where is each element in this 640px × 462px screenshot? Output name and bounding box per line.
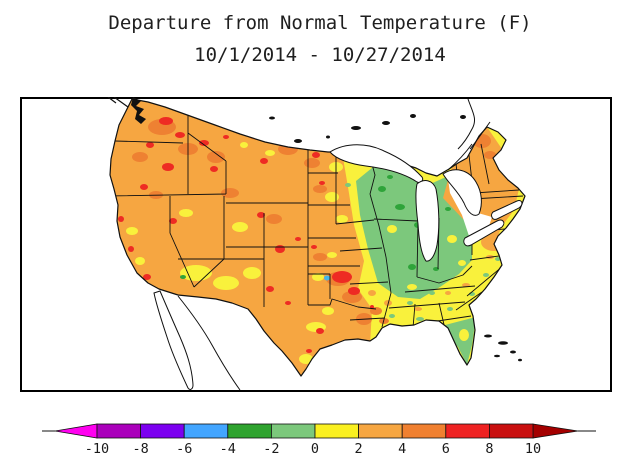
colorbar-segment: [270, 423, 316, 439]
lake-erie: [463, 219, 505, 247]
florida-cool-zone: [445, 317, 476, 365]
us-anomaly-map: [20, 97, 612, 392]
colorbar-tick-label: 2: [355, 441, 363, 457]
mexico-mainland-coast: [177, 295, 241, 391]
colorbar-tick-label: -4: [220, 441, 236, 457]
colorbar-segment: [445, 423, 490, 439]
colorbar-tick-label: -8: [132, 441, 148, 457]
puget-sound: [131, 97, 146, 124]
colorbar-segment: [314, 423, 359, 439]
southeast-orange-spots: [368, 255, 494, 311]
colorbar-segment: [140, 423, 185, 439]
colorbar-left-arrow: [54, 423, 98, 439]
lake-michigan: [415, 180, 440, 262]
lake-huron: [442, 169, 482, 216]
colorbar-tick-label: 0: [311, 441, 319, 457]
colorbar-segment: [183, 423, 229, 439]
colorbar-segment: [96, 423, 141, 439]
non-us-coastlines: [107, 97, 522, 391]
colorbar: -10 -8 -6 -4 -2 0 2 4 6 8 10: [42, 423, 596, 457]
west-warm-zone: [110, 99, 372, 376]
colorbar-tick-label: 6: [442, 441, 450, 457]
vancouver-island: [107, 97, 129, 108]
zeroto2-patches: [126, 142, 469, 364]
colorbar-segment: [358, 423, 403, 439]
colorbar-tick-label: 4: [398, 441, 406, 457]
state-borders: [110, 109, 524, 330]
colorbar-tick-label: 10: [525, 441, 541, 457]
baja-california: [153, 290, 194, 390]
chart-title: Departure from Normal Temperature (F): [108, 12, 532, 34]
colorbar-tick-label: 8: [485, 441, 493, 457]
colorbar-tick-label: -10: [85, 441, 109, 457]
great-lakes: [329, 144, 523, 262]
canadian-lakes: [269, 114, 466, 143]
colorbar-tick-label: -6: [176, 441, 192, 457]
colorbar-right-arrow: [532, 423, 579, 439]
chart-subtitle-dates: 10/1/2014 - 10/27/2014: [194, 44, 446, 66]
cool-blue-dot: [324, 275, 330, 281]
bahamas-islands: [484, 334, 522, 362]
st-lawrence-river: [447, 98, 491, 171]
colorbar-segment: [401, 423, 447, 439]
colorbar-segment: [488, 423, 534, 439]
colorbar-segment: [227, 423, 272, 439]
midwest-cool-zone: [356, 163, 472, 299]
lake-ontario: [491, 200, 523, 220]
colorbar-tick-label: -2: [263, 441, 279, 457]
